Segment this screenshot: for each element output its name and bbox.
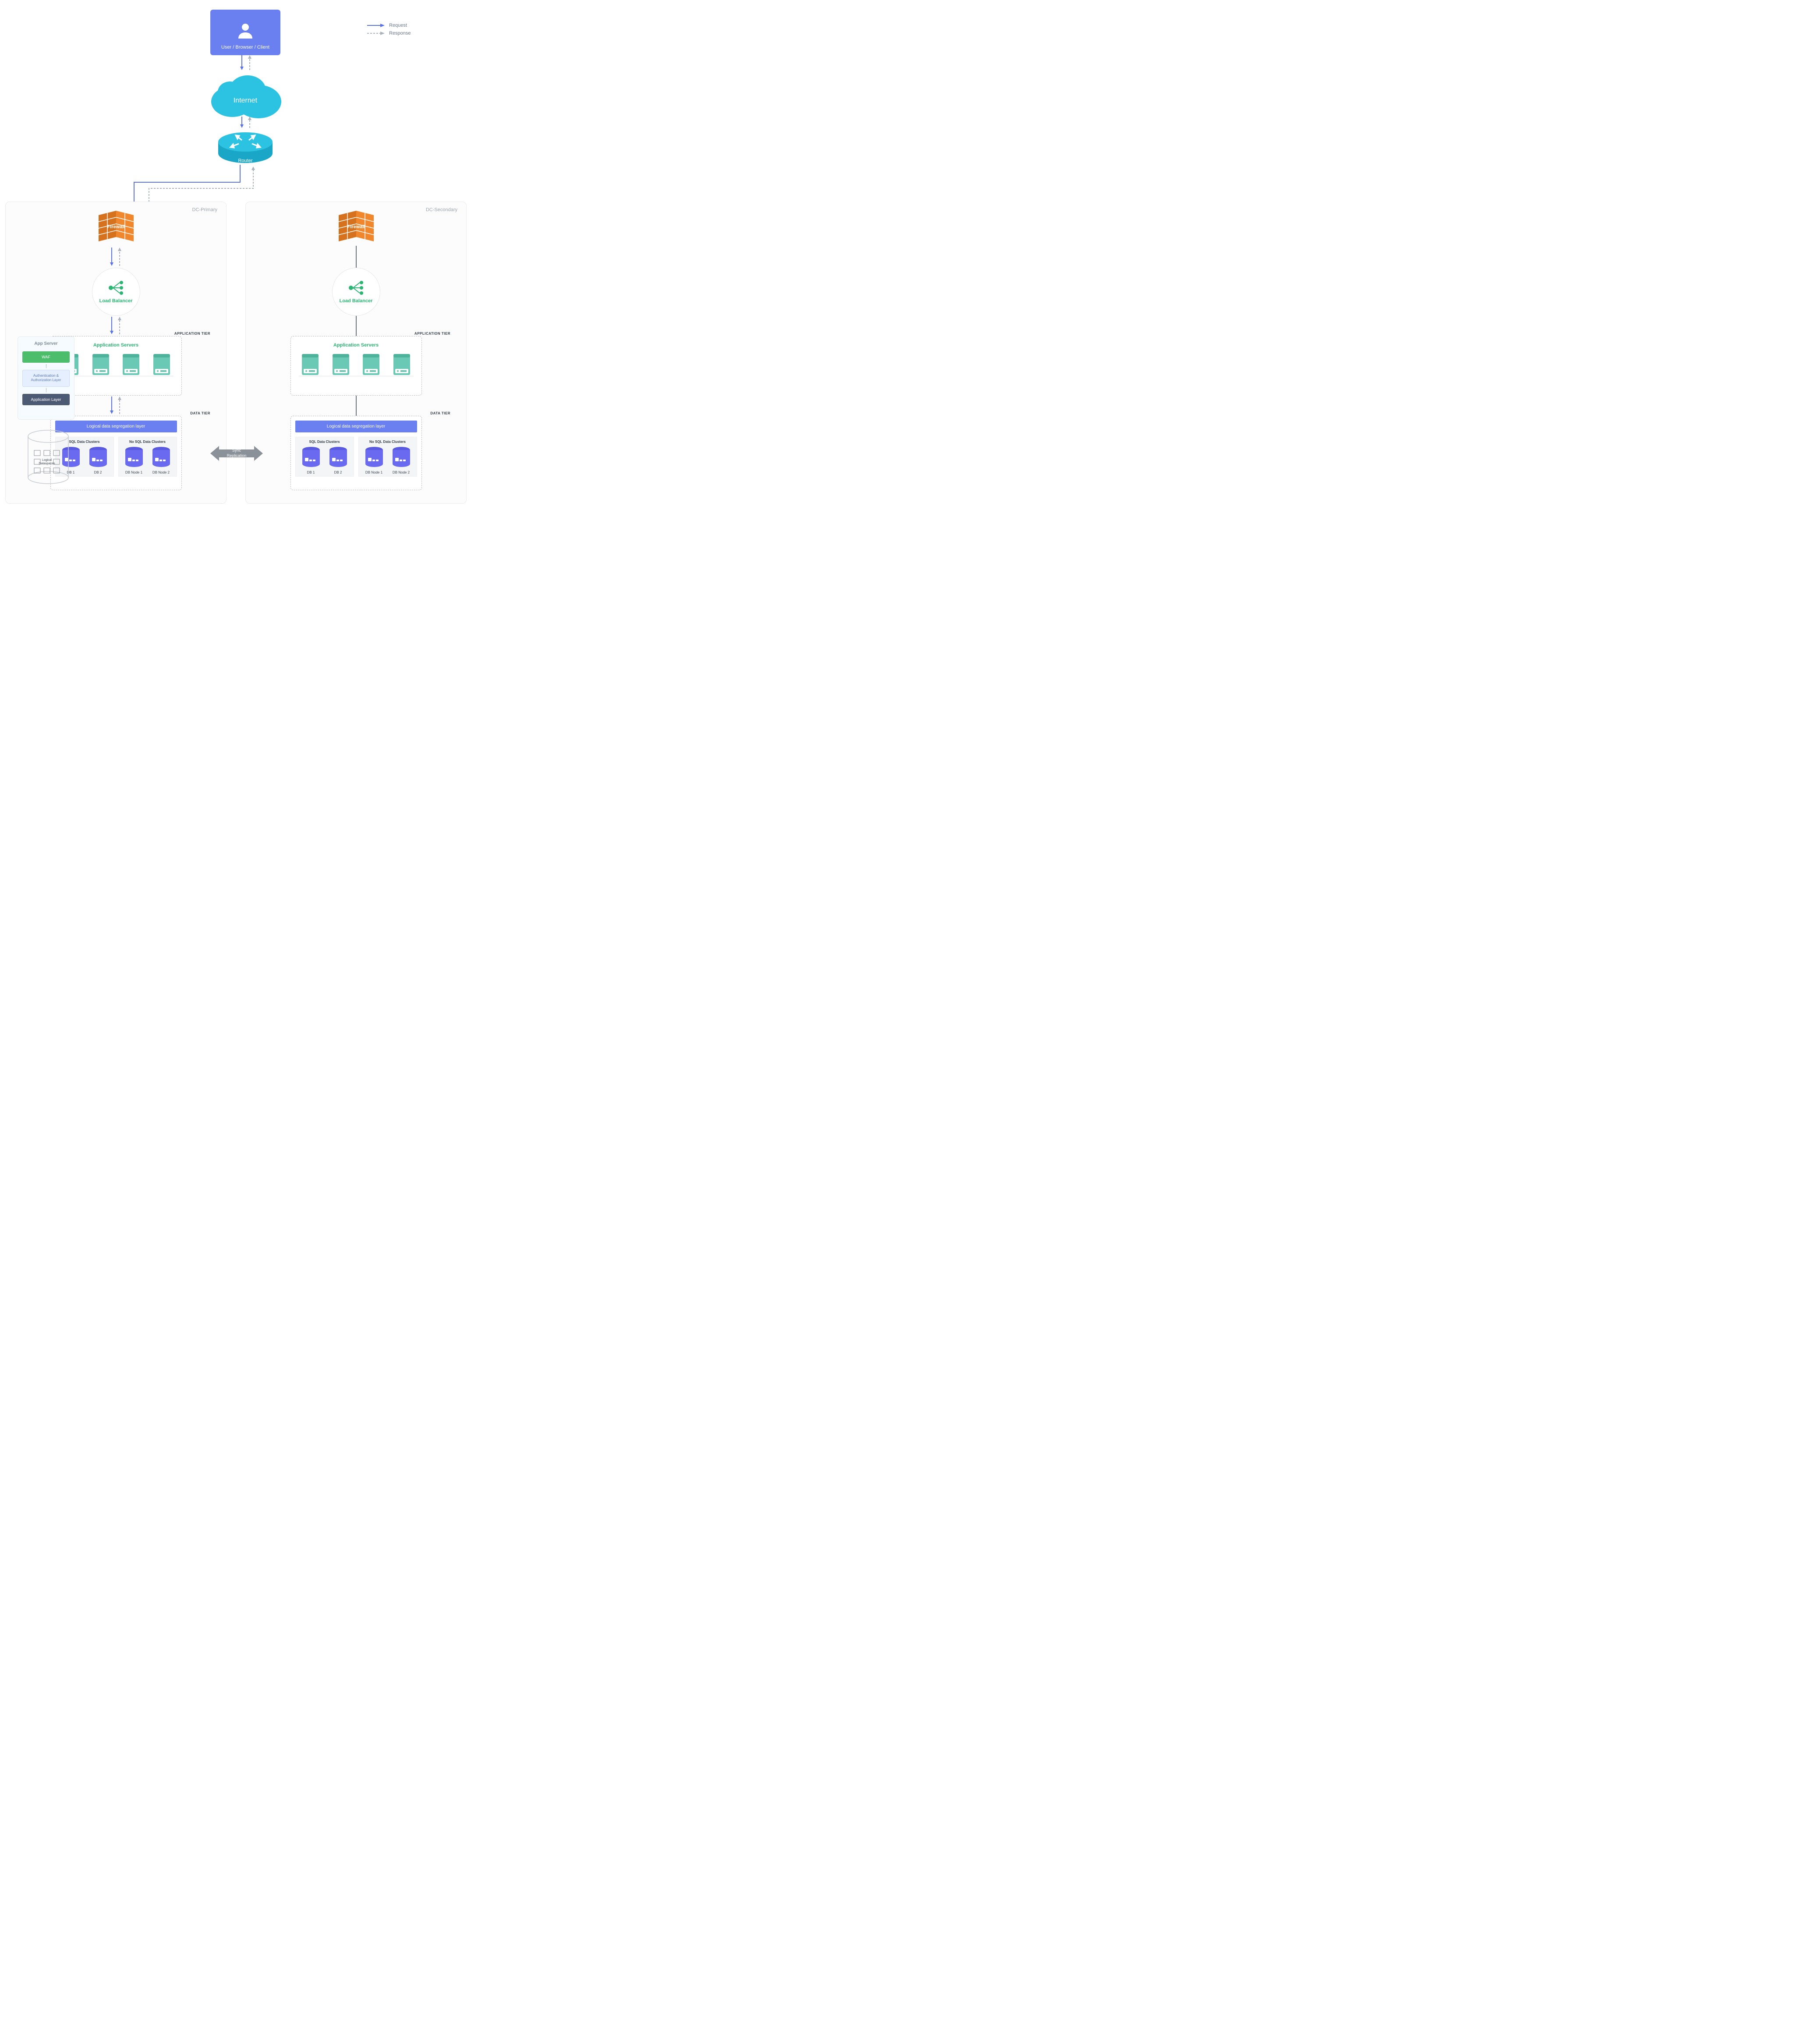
legend-response: Response [367, 31, 437, 36]
line-app-data-secondary [356, 396, 357, 416]
db-item: DB 1 [301, 446, 321, 474]
firewall-secondary: Firewall [330, 206, 382, 247]
app-tier-secondary: Application Servers [290, 336, 422, 396]
server-icon [299, 354, 321, 379]
arrows-app-data-primary [107, 396, 125, 415]
db-label: DB 2 [329, 470, 348, 474]
logical-dataspaces: Logical Dataspaces [26, 429, 70, 486]
app-server-title: App Server [34, 341, 57, 346]
sync-replication: SyncReplication [210, 442, 263, 464]
sql-cluster: SQL Data Clusters DB 1 DB 2 [295, 437, 354, 477]
legend-request-label: Request [389, 23, 407, 28]
arrows-fw-lb-primary [107, 248, 125, 267]
dc-secondary-label: DC-Secondary [426, 207, 457, 212]
svg-text:Logical: Logical [42, 459, 52, 462]
cloud-icon: Internet [206, 71, 285, 119]
user-label: User / Browser / Client [221, 45, 269, 50]
db-label: DB Node 1 [365, 470, 384, 474]
waf-box: WAF [22, 351, 70, 363]
lb-label: Load Balancer [340, 298, 373, 304]
db-label: DB Node 2 [152, 470, 171, 474]
legend: Request Response [367, 23, 437, 39]
internet-cloud: Internet [206, 71, 285, 119]
nosql-cluster: No SQL Data Clusters DB Node 1 DB Node 2 [358, 437, 417, 477]
server-icon [151, 354, 173, 379]
lb-icon [347, 280, 365, 296]
app-tier-label-secondary: APPLICATION TIER [414, 332, 450, 336]
auth-box: Authentication & Authorization Layer [22, 370, 70, 387]
nosql-cluster-title: No SQL Data Clusters [361, 440, 415, 444]
app-server-detail: App Server WAF Authentication & Authoriz… [18, 336, 74, 420]
arrow-request-icon [367, 23, 385, 28]
firewall-icon: Firewall [94, 206, 138, 246]
db-label: DB 2 [89, 470, 108, 474]
router-label: Router [238, 158, 252, 163]
line-fw-lb-secondary [356, 246, 357, 268]
db-item: DB Node 2 [392, 446, 411, 474]
nosql-cluster: No SQL Data Clusters DB Node 1 DB Node 2 [118, 437, 177, 477]
legend-request: Request [367, 23, 437, 28]
server-icon [391, 354, 413, 379]
user-box: User / Browser / Client [210, 10, 280, 55]
dc-primary-label: DC-Primary [192, 207, 217, 212]
seg-layer: Logical data segregation layer [295, 421, 417, 432]
server-icon [330, 354, 352, 379]
nosql-cluster-title: No SQL Data Clusters [120, 440, 175, 444]
lb-icon [107, 280, 125, 296]
cloud-label: Internet [234, 97, 258, 104]
db-label: DB 1 [301, 470, 321, 474]
db-item: DB Node 2 [152, 446, 171, 474]
sql-cluster-title: SQL Data Clusters [297, 440, 352, 444]
db-item: DB Node 1 [124, 446, 144, 474]
user-icon [236, 21, 255, 40]
servers-row [291, 354, 421, 379]
data-tier-secondary: Logical data segregation layer SQL Data … [290, 416, 422, 490]
seg-layer: Logical data segregation layer [55, 421, 177, 432]
svg-text:Firewall: Firewall [347, 224, 365, 230]
router: Router [215, 127, 276, 166]
cylinder-icon: Logical Dataspaces [26, 429, 70, 486]
arrow-response-icon [367, 31, 385, 35]
database-icon [392, 446, 411, 467]
db-label: DB Node 2 [392, 470, 411, 474]
app-tier-label-primary: APPLICATION TIER [174, 332, 210, 336]
db-item: DB Node 1 [365, 446, 384, 474]
svg-text:Dataspaces: Dataspaces [39, 462, 55, 465]
db-item: DB 2 [329, 446, 348, 474]
router-icon: Router [215, 127, 276, 166]
server-icon [120, 354, 142, 379]
database-icon [329, 446, 348, 467]
database-icon [124, 446, 144, 467]
sync-label: SyncReplication [227, 448, 247, 458]
database-icon [89, 446, 108, 467]
database-icon [301, 446, 321, 467]
firewall-icon: Firewall [334, 206, 378, 246]
lb-label: Load Balancer [99, 298, 133, 304]
app-servers-title: Application Servers [291, 343, 421, 348]
server-icon [360, 354, 382, 379]
load-balancer-secondary: Load Balancer [332, 268, 380, 316]
data-tier-label-primary: DATA TIER [190, 411, 210, 415]
db-label: DB Node 1 [124, 470, 144, 474]
applayer-box: Application Layer [22, 394, 70, 405]
db-item: DB 2 [89, 446, 108, 474]
database-icon [152, 446, 171, 467]
firewall-primary: Firewall [90, 206, 142, 247]
line-lb-app-secondary [356, 316, 357, 336]
arrows-lb-app-primary [107, 317, 125, 335]
svg-text:Firewall: Firewall [107, 224, 125, 230]
server-icon [90, 354, 112, 379]
load-balancer-primary: Load Balancer [92, 268, 140, 316]
legend-response-label: Response [389, 31, 411, 36]
database-icon [365, 446, 384, 467]
data-tier-label-secondary: DATA TIER [430, 411, 450, 415]
arrows-user-internet [237, 55, 255, 71]
dc-secondary: DC-Secondary Firewall Load Balancer APPL [245, 202, 467, 504]
